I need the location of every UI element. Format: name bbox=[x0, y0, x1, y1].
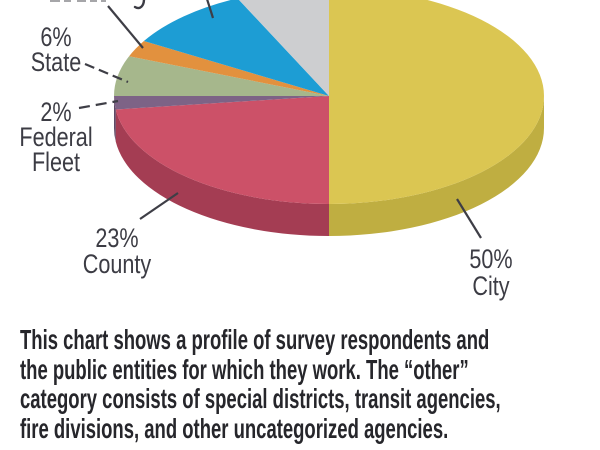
pie-slice-cutoff-orange bbox=[129, 41, 329, 96]
cutoff-label-fragments bbox=[50, 0, 146, 10]
label-federal-fleet: 2% Federal Fleet bbox=[8, 97, 104, 177]
leader-line-state bbox=[84, 62, 129, 84]
leader-line-federal bbox=[78, 99, 119, 110]
cutoff-text-fragment bbox=[77, 0, 86, 2]
pie-slice-side-county bbox=[115, 109, 329, 236]
leader-line-cutoff-orange bbox=[107, 5, 144, 49]
pie-side-faces bbox=[114, 96, 544, 236]
cutoff-text-fragment bbox=[64, 0, 71, 2]
pie-slice-side-city bbox=[329, 96, 544, 236]
caption-line-4: fire divisions, and other uncategorized … bbox=[20, 412, 449, 444]
label-federal-name2: Fleet bbox=[31, 147, 81, 177]
cutoff-text-fragment bbox=[101, 0, 106, 2]
label-county-pct: 23% bbox=[95, 223, 139, 253]
label-federal-pct: 2% bbox=[40, 97, 72, 127]
label-city: 50% City bbox=[443, 246, 539, 300]
pie-slice-cutoff-blue bbox=[143, 0, 329, 96]
caption-line-3: category consists of special districts, … bbox=[20, 383, 501, 414]
pie-slice-city bbox=[329, 0, 544, 204]
label-city-pct: 50% bbox=[469, 244, 513, 274]
pie-slice-state bbox=[113, 56, 329, 96]
cutoff-y-descender bbox=[133, 0, 146, 10]
caption: This chart shows a profile of survey res… bbox=[20, 325, 508, 443]
label-state-name: State bbox=[30, 47, 82, 77]
pie-slice-cutoff-gray bbox=[239, 0, 329, 96]
label-county-name: County bbox=[82, 249, 152, 279]
caption-line-2: the public entities for which they work.… bbox=[20, 353, 469, 385]
pie-slice-federal-fleet bbox=[114, 96, 329, 110]
pie-slice-side-federal-fleet bbox=[114, 96, 116, 142]
label-federal-name1: Federal bbox=[19, 122, 93, 152]
pie-top-faces bbox=[113, 0, 544, 204]
leader-line-cutoff-blue bbox=[206, 0, 215, 19]
label-state-pct: 6% bbox=[40, 22, 72, 52]
leader-line-city bbox=[456, 198, 482, 239]
cutoff-text-fragment bbox=[90, 0, 97, 2]
caption-line-1: This chart shows a profile of survey res… bbox=[20, 324, 490, 355]
cutoff-text-fragment bbox=[50, 0, 60, 2]
label-state: 6% State bbox=[8, 22, 104, 77]
label-city-name: City bbox=[472, 271, 510, 301]
pie-slice-county bbox=[115, 96, 329, 204]
label-county: 23% County bbox=[69, 223, 165, 279]
leader-line-county bbox=[139, 192, 179, 220]
leader-lines bbox=[78, 0, 482, 239]
